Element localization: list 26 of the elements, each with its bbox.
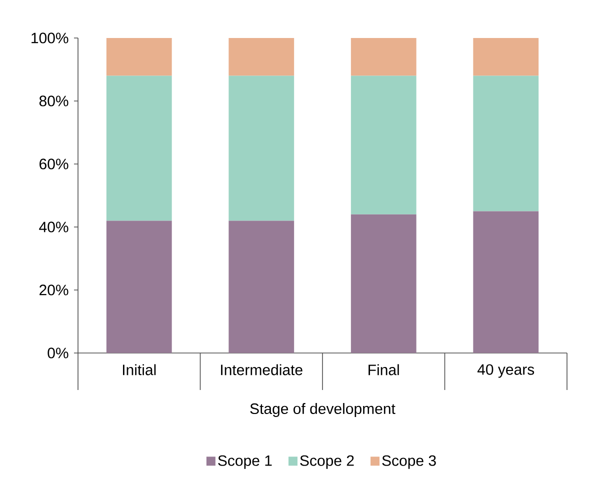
legend-label: Scope 3 — [382, 455, 436, 469]
bar — [350, 38, 416, 76]
y-tick-label: 100% — [32, 32, 68, 44]
bar — [473, 38, 539, 76]
bar — [228, 220, 294, 353]
bar — [106, 76, 172, 221]
y-tick-label: 60% — [40, 158, 68, 170]
bar — [228, 76, 294, 221]
y-tick-label: 80% — [39, 96, 68, 106]
x-axis-title: Stage of development — [250, 403, 396, 417]
bar — [473, 76, 539, 212]
bar — [350, 76, 416, 214]
y-tick-label: 20% — [40, 284, 68, 296]
bar — [106, 220, 172, 353]
bar — [473, 211, 539, 353]
y-tick-label: 40% — [39, 222, 68, 232]
x-tick-label: Initial — [122, 364, 156, 376]
x-tick-label: Final — [368, 364, 399, 376]
bar — [350, 214, 416, 353]
legend-label: Scope 1 — [218, 455, 272, 469]
x-tick-label: 40 years — [477, 364, 534, 378]
legend-label: Scope 2 — [300, 455, 354, 469]
x-tick-label: Intermediate — [221, 364, 302, 376]
bar — [106, 38, 172, 76]
y-tick-label: 0% — [48, 348, 68, 358]
bar — [228, 38, 294, 76]
